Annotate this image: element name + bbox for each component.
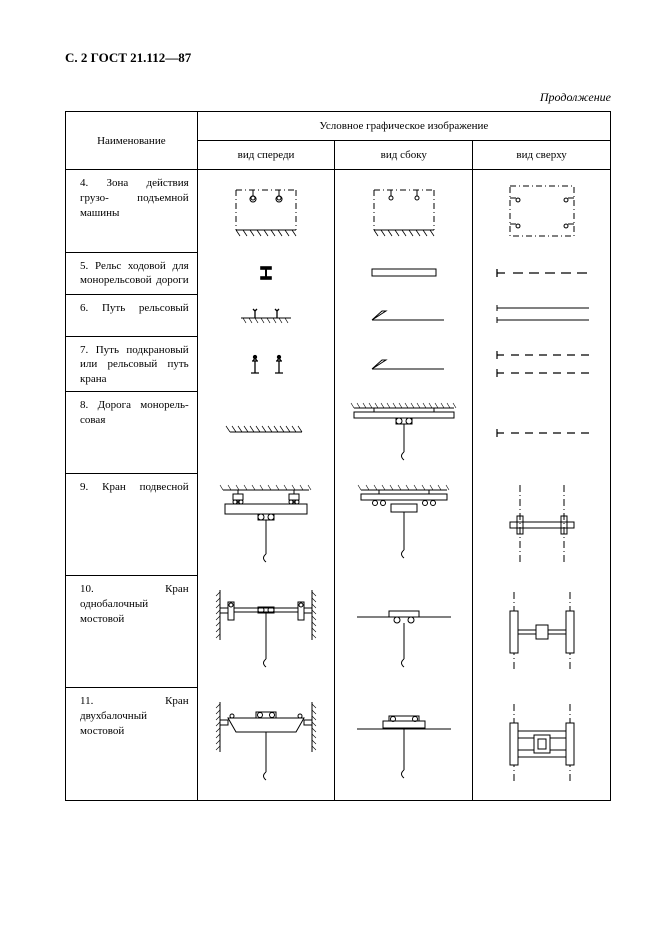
gost-table: Наименование Условное графическое изобра… xyxy=(65,111,611,801)
diagram-7-front xyxy=(221,347,311,381)
diagram-11-top xyxy=(492,699,592,789)
diagram-8-top xyxy=(487,418,597,448)
diagram-8-front xyxy=(216,408,316,458)
diagram-4-front xyxy=(221,176,311,246)
page-header: С. 2 ГОСТ 21.112—87 xyxy=(65,50,611,66)
th-name: Наименование xyxy=(66,112,198,170)
row-name: Путь рельсовый xyxy=(102,302,189,314)
row-name: Кран однобалочный мостовой xyxy=(80,583,189,625)
diagram-5-side xyxy=(354,261,454,285)
th-front: вид спереди xyxy=(197,141,335,170)
diagram-7-top xyxy=(487,345,597,383)
row-name: Рельс ходовой для монорельсовой дороги xyxy=(80,260,189,287)
diagram-6-side xyxy=(354,302,454,328)
diagram-6-top xyxy=(487,300,597,330)
diagram-10-top xyxy=(492,587,592,677)
diagram-6-front xyxy=(221,300,311,330)
row-num: 8. xyxy=(80,399,88,411)
diagram-9-front xyxy=(211,480,321,570)
row-num: 6. xyxy=(80,302,88,314)
row-name: Кран двухбалочный мостовой xyxy=(80,695,189,737)
row-10: 10. Кран однобалочный мостовой xyxy=(66,576,611,688)
th-diagram: Условное графическое изображение xyxy=(197,112,610,141)
diagram-11-front xyxy=(206,694,326,794)
continuation-label: Продолжение xyxy=(65,90,611,105)
row-8: 8. Дорога монорель- совая xyxy=(66,392,611,474)
row-num: 4. xyxy=(80,177,88,189)
diagram-9-top xyxy=(492,480,592,570)
diagram-4-top xyxy=(497,176,587,246)
row-num: 11. xyxy=(80,695,93,707)
diagram-8-side xyxy=(344,398,464,468)
diagram-5-top xyxy=(487,261,597,285)
diagram-7-side xyxy=(354,351,454,377)
row-5: 5. Рельс ходовой для монорельсовой дорог… xyxy=(66,252,611,294)
row-7: 7. Путь подкрановый или рельсовый путь к… xyxy=(66,336,611,392)
diagram-5-front xyxy=(221,258,311,288)
row-4: 4. Зона действия грузо- подъемной машины xyxy=(66,170,611,253)
diagram-10-front xyxy=(206,582,326,682)
row-num: 10. xyxy=(80,583,94,595)
diagram-11-side xyxy=(349,699,459,789)
diagram-4-side xyxy=(359,176,449,246)
diagram-9-side xyxy=(349,480,459,570)
diagram-10-side xyxy=(349,587,459,677)
row-num: 7. xyxy=(80,344,88,356)
row-6: 6. Путь рельсовый xyxy=(66,294,611,336)
row-num: 9. xyxy=(80,481,88,493)
row-name: Путь подкрановый или рельсовый путь кран… xyxy=(80,344,189,386)
row-name: Дорога монорель- совая xyxy=(80,399,189,426)
row-name: Кран подвесной xyxy=(102,481,189,493)
row-9: 9. Кран подвесной xyxy=(66,474,611,576)
th-side: вид сбоку xyxy=(335,141,473,170)
row-11: 11. Кран двухбалочный мостовой xyxy=(66,688,611,801)
row-num: 5. xyxy=(80,260,88,272)
row-name: Зона действия грузо- подъемной машины xyxy=(80,177,189,219)
th-top: вид сверху xyxy=(473,141,611,170)
